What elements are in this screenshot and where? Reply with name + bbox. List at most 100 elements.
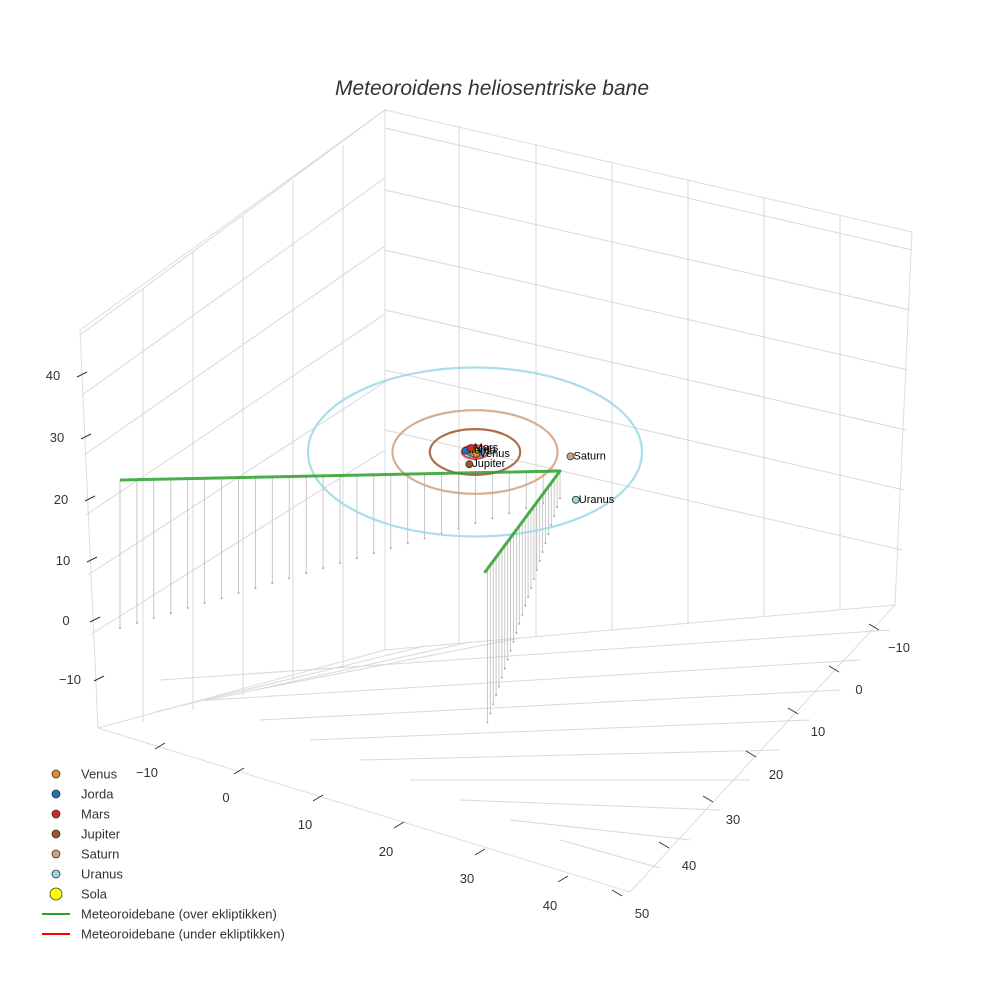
- grid-line: [384, 309, 907, 431]
- drop-dot: [492, 703, 495, 706]
- y-tick-mark: [312, 794, 324, 802]
- drop-dot: [203, 602, 206, 604]
- axis-ticks: 40 30 20 10 0 −10 −10 0 10 20 30 40 −10 0 10 20 30 40 50: [46, 368, 910, 921]
- legend-marker-swatch: [51, 789, 61, 799]
- meteoroid-trajectory: [119, 469, 562, 574]
- x-tick-mark: [828, 665, 840, 673]
- drop-dot: [322, 567, 325, 570]
- drop-dot: [474, 522, 477, 525]
- planet-label-saturn: Saturn: [574, 450, 606, 462]
- z-tick-label: 30: [50, 430, 64, 445]
- grid-line: [509, 819, 691, 841]
- drop-dot: [288, 577, 291, 580]
- drop-dot: [372, 552, 375, 555]
- grid-line: [154, 645, 426, 713]
- grid-line: [159, 629, 891, 681]
- drop-dot: [220, 597, 223, 600]
- meteoroid-path: [119, 469, 562, 574]
- drop-dot: [237, 592, 240, 595]
- drop-dot: [135, 622, 138, 624]
- planet-label-jorda: Jorda: [469, 445, 497, 457]
- legend-marker-swatch: [51, 869, 61, 879]
- y-tick-label: 0: [222, 790, 229, 805]
- x-tick-mark: [611, 889, 623, 897]
- grid-line: [209, 659, 861, 701]
- drop-dot: [509, 649, 512, 652]
- grid-line: [79, 109, 386, 336]
- planet-marker-jupiter: [465, 460, 474, 469]
- grid-line: [81, 177, 386, 396]
- drop-dot: [506, 658, 509, 661]
- chart-title: Meteoroidens heliosentriske bane: [335, 77, 649, 100]
- grid-line: [384, 249, 909, 371]
- y-tick-mark: [393, 821, 405, 829]
- drop-dot: [503, 667, 506, 670]
- y-tick-label: 20: [379, 844, 393, 859]
- x-tick-mark: [868, 623, 880, 631]
- legend-marker-swatch: [51, 849, 61, 859]
- y-tick-mark: [557, 875, 569, 883]
- drop-dot: [498, 685, 500, 688]
- x-tick-label: 40: [682, 858, 696, 873]
- z-tick-label: 10: [56, 553, 70, 568]
- legend-label: Meteoroidebane (over ekliptikken): [81, 907, 277, 922]
- drop-dot: [169, 612, 172, 614]
- grid-line: [559, 839, 661, 869]
- planet-label-mars: Mars: [474, 442, 499, 454]
- drop-dot: [491, 517, 494, 520]
- z-tick-mark: [76, 371, 88, 378]
- drop-dot: [339, 562, 341, 565]
- drop-dot: [515, 631, 518, 634]
- drop-dot: [305, 572, 308, 575]
- planet-marker-mars: [466, 444, 475, 452]
- legend-label: Sola: [81, 887, 108, 902]
- y-tick-mark: [154, 742, 166, 750]
- legend: Venus Jorda Mars Jupiter Saturn Uranus Sola Met…: [42, 767, 285, 942]
- drop-dot: [559, 497, 561, 500]
- y-tick-label: 30: [460, 871, 474, 886]
- grid-line: [384, 127, 913, 251]
- drop-dot: [500, 676, 503, 679]
- z-tick-mark: [80, 433, 92, 440]
- planet-label-venus: Venus: [479, 448, 510, 460]
- legend-label: Jorda: [81, 787, 114, 802]
- x-tick-label: 20: [769, 767, 783, 782]
- drop-dot: [389, 547, 392, 550]
- legend-label: Jupiter: [81, 827, 121, 842]
- drop-dot: [271, 582, 274, 585]
- z-tick-label: 20: [54, 492, 68, 507]
- orbit-mars: [460, 444, 490, 460]
- drop-dot: [186, 607, 189, 609]
- drop-dot: [538, 560, 541, 562]
- drop-dot: [152, 617, 155, 619]
- legend-marker-swatch: [51, 809, 61, 819]
- drop-dot: [524, 604, 527, 607]
- planet-label-uranus: Uranus: [579, 494, 615, 506]
- planet-marker-saturn: [566, 452, 575, 461]
- planet-label-jupiter: Jupiter: [472, 458, 505, 470]
- drop-dot: [355, 557, 358, 560]
- grid-line: [85, 313, 386, 516]
- legend-marker-swatch: [49, 887, 63, 901]
- grid-line: [359, 749, 781, 761]
- z-tick-label: −10: [59, 672, 81, 687]
- grid-line: [459, 799, 721, 811]
- grid-line: [309, 719, 811, 741]
- y-tick-label: 10: [298, 817, 312, 832]
- grid-line: [384, 369, 905, 491]
- drop-dot: [518, 622, 521, 625]
- drop-dot: [486, 721, 489, 724]
- y-tick-mark: [233, 767, 245, 775]
- legend-label: Uranus: [81, 867, 123, 882]
- drop-dot: [512, 640, 515, 643]
- back-pane: [384, 109, 913, 651]
- planet-orbits: [306, 366, 644, 538]
- drop-dot: [530, 586, 532, 589]
- x-tick-mark: [658, 841, 670, 849]
- legend-label: Venus: [81, 767, 118, 782]
- grid-line: [259, 689, 841, 721]
- z-tick-mark: [86, 556, 98, 563]
- legend-label: Saturn: [81, 847, 119, 862]
